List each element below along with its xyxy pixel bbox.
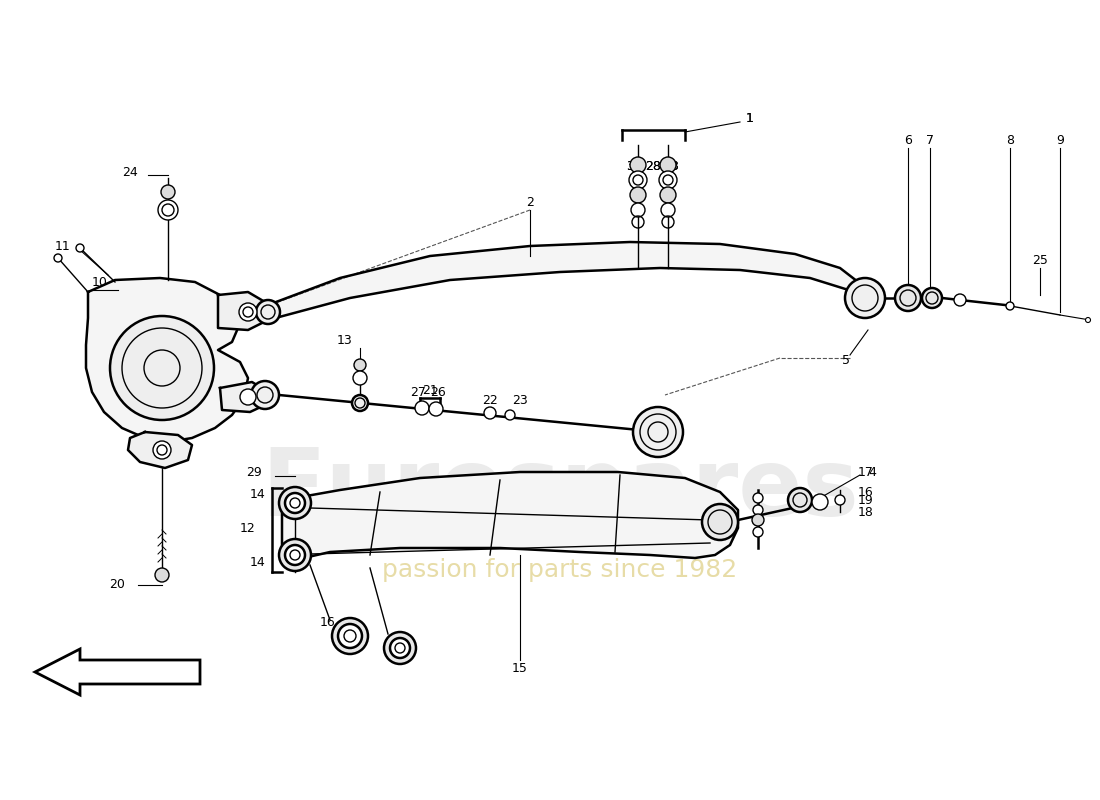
Text: 22: 22 xyxy=(482,394,498,406)
Circle shape xyxy=(240,389,256,405)
Circle shape xyxy=(279,487,311,519)
Text: 15: 15 xyxy=(513,662,528,674)
Text: 14: 14 xyxy=(250,489,265,502)
Polygon shape xyxy=(220,382,265,412)
Circle shape xyxy=(239,303,257,321)
Circle shape xyxy=(630,157,646,173)
Text: 27: 27 xyxy=(410,386,426,398)
Circle shape xyxy=(788,488,812,512)
Text: 14: 14 xyxy=(250,555,265,569)
Circle shape xyxy=(754,493,763,503)
Circle shape xyxy=(161,185,175,199)
Text: 9: 9 xyxy=(1056,134,1064,146)
Text: 3: 3 xyxy=(670,159,678,173)
Polygon shape xyxy=(128,432,192,468)
Text: 29: 29 xyxy=(246,466,262,479)
Circle shape xyxy=(661,203,675,217)
Circle shape xyxy=(835,495,845,505)
Circle shape xyxy=(752,514,764,526)
Text: 18: 18 xyxy=(858,506,873,518)
Text: 7: 7 xyxy=(926,134,934,146)
Text: 10: 10 xyxy=(92,275,108,289)
Circle shape xyxy=(155,568,169,582)
Text: 12: 12 xyxy=(240,522,255,534)
Circle shape xyxy=(354,359,366,371)
Circle shape xyxy=(1006,302,1014,310)
Text: 24: 24 xyxy=(122,166,138,178)
Circle shape xyxy=(256,300,280,324)
Text: 16: 16 xyxy=(319,615,336,629)
Circle shape xyxy=(660,187,676,203)
Text: 11: 11 xyxy=(54,239,70,253)
Circle shape xyxy=(390,638,410,658)
Polygon shape xyxy=(282,472,738,560)
Circle shape xyxy=(332,618,368,654)
Circle shape xyxy=(153,441,170,459)
Text: 13: 13 xyxy=(337,334,352,346)
Text: 20: 20 xyxy=(109,578,125,591)
Text: 28: 28 xyxy=(645,159,661,173)
Circle shape xyxy=(954,294,966,306)
Circle shape xyxy=(922,288,942,308)
Text: 28: 28 xyxy=(645,159,661,173)
Circle shape xyxy=(285,545,305,565)
Text: 3: 3 xyxy=(626,159,634,173)
Circle shape xyxy=(845,278,886,318)
Circle shape xyxy=(251,381,279,409)
Text: Eurospares: Eurospares xyxy=(261,444,859,536)
Text: 1: 1 xyxy=(746,111,754,125)
Polygon shape xyxy=(218,292,268,330)
Text: passion for parts since 1982: passion for parts since 1982 xyxy=(383,558,738,582)
Circle shape xyxy=(110,316,214,420)
Text: 19: 19 xyxy=(858,494,873,506)
Circle shape xyxy=(76,244,84,252)
Text: 4: 4 xyxy=(868,466,876,478)
Circle shape xyxy=(895,285,921,311)
Circle shape xyxy=(629,171,647,189)
Text: 23: 23 xyxy=(513,394,528,406)
Circle shape xyxy=(1086,318,1090,322)
Polygon shape xyxy=(86,278,248,442)
Circle shape xyxy=(279,539,311,571)
Text: 3: 3 xyxy=(626,159,634,173)
Circle shape xyxy=(660,157,676,173)
Circle shape xyxy=(338,624,362,648)
Circle shape xyxy=(630,187,646,203)
Circle shape xyxy=(754,505,763,515)
Text: 25: 25 xyxy=(1032,254,1048,266)
Circle shape xyxy=(659,171,676,189)
Text: 5: 5 xyxy=(842,354,850,366)
Text: 6: 6 xyxy=(904,134,912,146)
Circle shape xyxy=(702,504,738,540)
Circle shape xyxy=(505,410,515,420)
Circle shape xyxy=(632,407,683,457)
Circle shape xyxy=(812,494,828,510)
Circle shape xyxy=(54,254,62,262)
Circle shape xyxy=(754,527,763,537)
Circle shape xyxy=(631,203,645,217)
Text: 8: 8 xyxy=(1006,134,1014,146)
FancyArrow shape xyxy=(35,649,200,695)
Circle shape xyxy=(158,200,178,220)
Circle shape xyxy=(429,402,443,416)
Text: 2: 2 xyxy=(526,195,534,209)
Polygon shape xyxy=(268,242,870,320)
Text: 26: 26 xyxy=(430,386,446,398)
Circle shape xyxy=(285,493,305,513)
Text: 21: 21 xyxy=(422,383,438,397)
Circle shape xyxy=(353,371,367,385)
Text: 16: 16 xyxy=(858,486,873,498)
Circle shape xyxy=(484,407,496,419)
Circle shape xyxy=(352,395,368,411)
Circle shape xyxy=(415,401,429,415)
Text: 1: 1 xyxy=(746,111,754,125)
Text: 3: 3 xyxy=(670,159,678,173)
Circle shape xyxy=(384,632,416,664)
Text: 17: 17 xyxy=(858,466,873,478)
